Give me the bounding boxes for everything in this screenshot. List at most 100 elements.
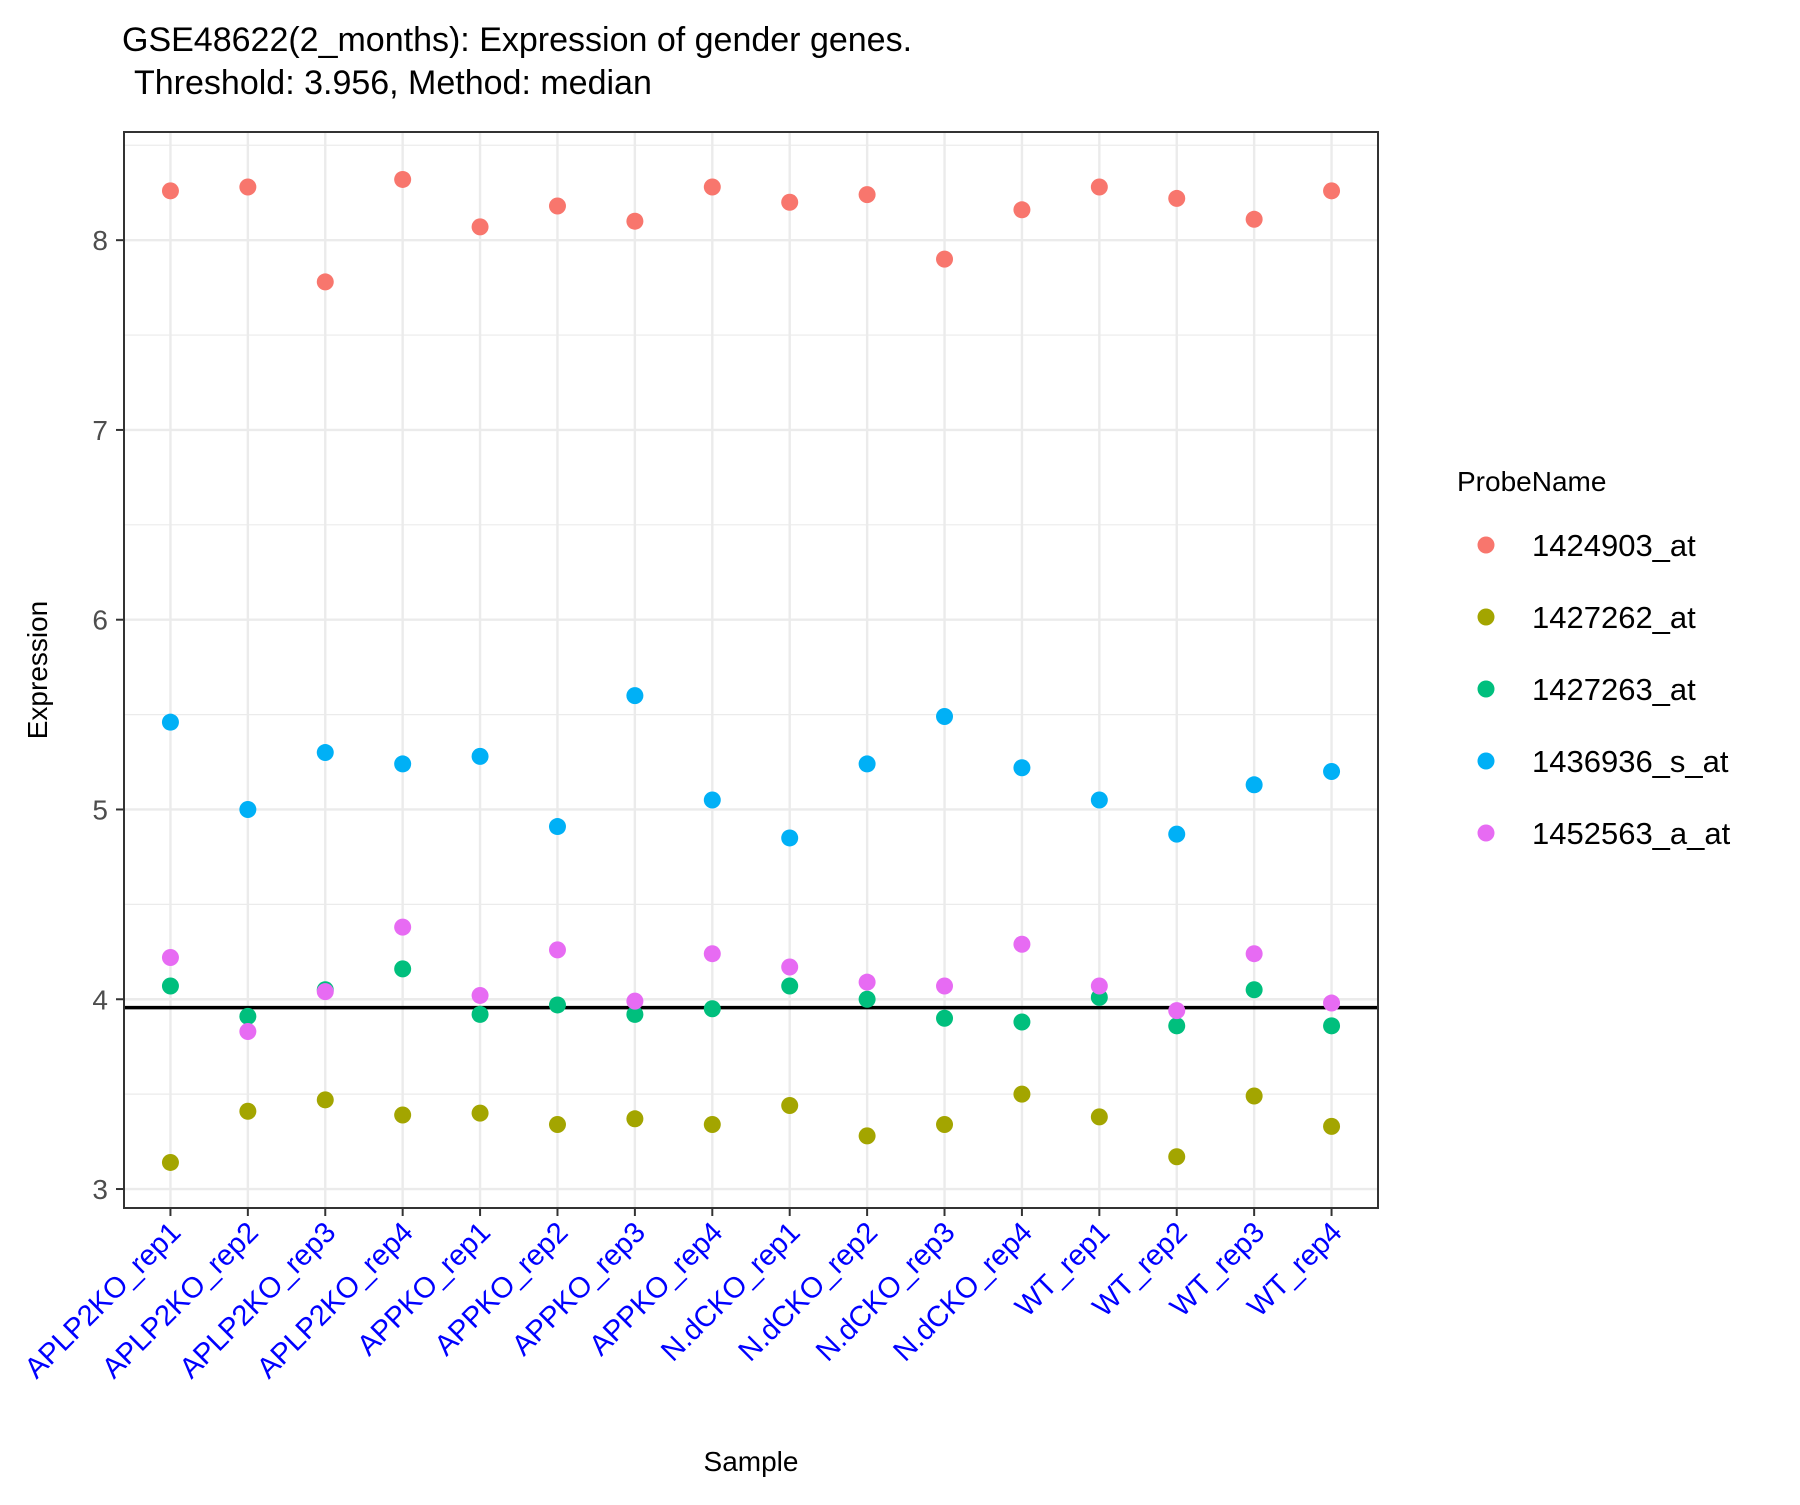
data-point [239,800,257,818]
data-point [703,1000,721,1018]
data-point [1323,182,1341,200]
data-point [626,212,644,230]
data-point [703,791,721,809]
data-point [858,973,876,991]
y-tick-label: 4 [92,984,108,1015]
data-point [548,197,566,215]
data-point [316,273,334,291]
plot-panel [124,132,1378,1208]
data-point [161,1153,179,1171]
legend-label: 1436936_s_at [1532,744,1729,779]
y-axis: 3 4 5 6 7 8 [92,225,124,1205]
x-tick-label: N.dCKO_rep4 [887,1216,1038,1367]
y-tick-label: 5 [92,794,108,825]
data-point [936,1009,954,1027]
data-point [1013,201,1031,219]
data-point [1013,935,1031,953]
data-point [858,186,876,204]
data-point [1168,1017,1186,1035]
data-point [1323,1017,1341,1035]
data-point [1245,210,1263,228]
data-point [703,178,721,196]
x-axis-title: Sample [704,1446,799,1477]
data-point [1323,1117,1341,1135]
data-point [316,744,334,762]
data-point [858,1127,876,1145]
legend-label: 1427263_at [1532,672,1696,707]
data-point [394,170,412,188]
data-point [1168,825,1186,843]
data-point [1090,1108,1108,1126]
data-point [394,918,412,936]
legend-key [1477,536,1495,554]
data-point [239,178,257,196]
data-point [548,941,566,959]
data-point [858,990,876,1008]
legend: ProbeName 1424903_at 1427262_at 1427263_at… [1457,466,1731,851]
data-point [781,977,799,995]
data-point [1168,1002,1186,1020]
data-point [781,193,799,211]
data-point [626,1110,644,1128]
data-point [703,945,721,963]
data-point [471,747,489,765]
chart-subtitle: Threshold: 3.956, Method: median [134,64,652,102]
x-tick-label: N.dCKO_rep1 [655,1216,806,1367]
y-tick-label: 3 [92,1174,108,1205]
data-point [1013,759,1031,777]
data-point [471,1104,489,1122]
data-point [1245,776,1263,794]
data-point [471,986,489,1004]
y-tick-label: 7 [92,415,108,446]
data-point [548,996,566,1014]
data-point [1090,178,1108,196]
data-point [548,1116,566,1134]
data-point [394,1106,412,1124]
y-axis-title: Expression [22,601,53,740]
data-point [858,755,876,773]
data-point [936,977,954,995]
data-point [1013,1085,1031,1103]
points-layer [161,170,1341,1171]
x-tick-label: APPKO_rep1 [351,1216,497,1362]
data-point [471,1005,489,1023]
chart-title: GSE48622(2_months): Expression of gender… [122,21,912,59]
plot-border [123,131,1379,1209]
data-point [626,687,644,705]
x-tick-label: APPKO_rep2 [429,1216,575,1362]
x-tick-label: APPKO_rep4 [584,1216,730,1362]
data-point [548,818,566,836]
data-point [1323,994,1341,1012]
data-point [1090,791,1108,809]
legend-key [1477,752,1495,770]
data-point [781,829,799,847]
data-point [936,1116,954,1134]
data-point [161,977,179,995]
x-tick-label: APPKO_rep3 [506,1216,652,1362]
data-point [316,983,334,1001]
legend-label: 1424903_at [1532,528,1696,563]
data-point [394,755,412,773]
data-point [316,1091,334,1109]
data-point [781,1097,799,1115]
data-point [1168,1148,1186,1166]
y-tick-label: 8 [92,225,108,256]
data-point [161,182,179,200]
legend-key [1477,680,1495,698]
data-point [161,713,179,731]
data-point [626,1005,644,1023]
data-point [626,992,644,1010]
data-point [1245,945,1263,963]
data-point [703,1116,721,1134]
data-point [936,250,954,268]
legend-key [1477,824,1495,842]
data-point [239,1007,257,1025]
x-tick-label: N.dCKO_rep2 [733,1216,884,1367]
data-point [161,949,179,967]
data-point [239,1023,257,1041]
x-axis: APLP2KO_rep1APLP2KO_rep2APLP2KO_rep3APLP… [19,1208,1349,1385]
data-point [1245,981,1263,999]
data-point [1323,763,1341,781]
